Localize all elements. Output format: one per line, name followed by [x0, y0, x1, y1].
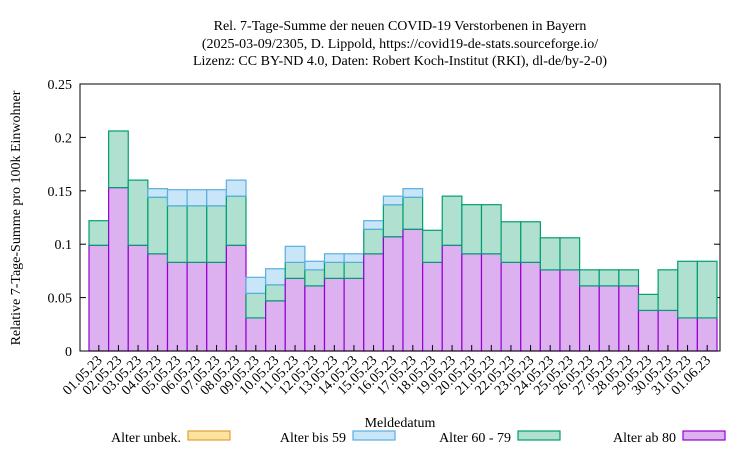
bar-segment [618, 269, 640, 287]
bar-segment [598, 285, 620, 352]
bar-segment [500, 261, 522, 352]
bar-segment [461, 204, 483, 255]
bar-segment [363, 253, 384, 352]
bar-segment [539, 269, 561, 352]
bar-segment [265, 300, 286, 352]
plot-frame [79, 83, 721, 352]
bar-segment [441, 244, 463, 352]
bar-segment [402, 188, 424, 198]
bar-segment [677, 260, 698, 319]
bar-segment [127, 244, 149, 352]
bar-segment [480, 253, 502, 352]
chart-title: Rel. 7-Tage-Summe der neuen COVID-19 Ver… [214, 19, 587, 34]
bar-segment [402, 196, 424, 230]
y-axis-label: Relative 7-Tage-Summe pro 100k Einwohner [9, 90, 24, 345]
bar-segment [382, 236, 404, 352]
bar-segment [245, 292, 267, 319]
bar-segment [598, 269, 620, 287]
bar-segment [225, 179, 247, 197]
bar-segment [304, 260, 326, 271]
legend-swatch [682, 430, 726, 441]
y-tick-label: 0.05 [48, 292, 73, 307]
bar-segment [343, 261, 365, 279]
bar-segment [559, 269, 581, 352]
legend-label: Alter bis 59 [280, 431, 346, 446]
bar-segment [206, 261, 227, 352]
bar-segment [225, 195, 247, 246]
chart-subtitle: Lizenz: CC BY-ND 4.0, Daten: Robert Koch… [193, 54, 607, 69]
legend-label: Alter ab 80 [613, 431, 676, 446]
bar-segment [186, 261, 208, 352]
bar-segment [147, 196, 169, 255]
legend-swatch [517, 430, 561, 441]
legend-label: Alter unbek. [111, 431, 181, 446]
bar-segment [147, 253, 169, 352]
bar-segment [637, 293, 659, 312]
bar-segment [539, 237, 561, 271]
bar-segment [579, 269, 600, 287]
bar-segment [147, 188, 169, 198]
bar-segment [461, 253, 483, 352]
bar-segment [382, 195, 404, 206]
bar-segment [127, 179, 149, 246]
bar-segment [206, 205, 227, 263]
bar-segment [108, 186, 129, 352]
bar-segment [500, 221, 522, 263]
y-tick-label: 0.15 [48, 185, 73, 200]
bar-segment [186, 189, 208, 207]
bar-segment [441, 195, 463, 246]
bar-segment [88, 220, 110, 246]
bar-segment [363, 220, 384, 230]
bar-segment [559, 237, 581, 271]
bar-segment [323, 253, 345, 263]
bar-segment [696, 260, 718, 319]
bar-segment [343, 253, 365, 263]
bar-segment [88, 244, 110, 352]
bar-segment [108, 130, 129, 189]
bar-segment [304, 285, 326, 352]
bar-segment [520, 261, 541, 352]
bar-segment [284, 261, 306, 279]
legend-swatch [352, 430, 396, 441]
bar-segment [323, 261, 345, 279]
bar-segment [363, 228, 384, 255]
y-tick-label: 0.1 [55, 238, 73, 253]
chart-subtitle: (2025-03-09/2305, D. Lippold, https://co… [202, 37, 598, 52]
bar-segment [422, 261, 443, 352]
bar-segment [186, 205, 208, 263]
y-tick-label: 0 [65, 345, 72, 360]
bar-segment [225, 244, 247, 352]
bar-segment [304, 269, 326, 287]
x-axis-label: Meldedatum [365, 416, 436, 431]
bar-segment [245, 276, 267, 294]
bar-segment [343, 277, 365, 352]
bar-segment [206, 189, 227, 207]
bar-segment [284, 245, 306, 263]
bar-segment [284, 277, 306, 352]
bar-segment [323, 277, 345, 352]
bar-segment [657, 309, 679, 352]
bar-segment [480, 204, 502, 255]
legend-label: Alter 60 - 79 [439, 431, 511, 446]
legend-swatch [187, 430, 231, 441]
bar-segment [166, 261, 188, 352]
bar-segment [579, 285, 600, 352]
bar-segment [657, 269, 679, 312]
bar-segment [520, 221, 541, 263]
bar-segment [166, 205, 188, 263]
y-tick-label: 0.25 [48, 78, 73, 93]
bar-segment [382, 204, 404, 238]
bar-segment [265, 268, 286, 286]
bar-segment [422, 229, 443, 263]
bar-segment [402, 228, 424, 352]
bar-segment [637, 309, 659, 352]
y-tick-label: 0.2 [55, 131, 73, 146]
bar-segment [265, 284, 286, 302]
bar-segment [166, 189, 188, 207]
bar-segment [618, 285, 640, 352]
